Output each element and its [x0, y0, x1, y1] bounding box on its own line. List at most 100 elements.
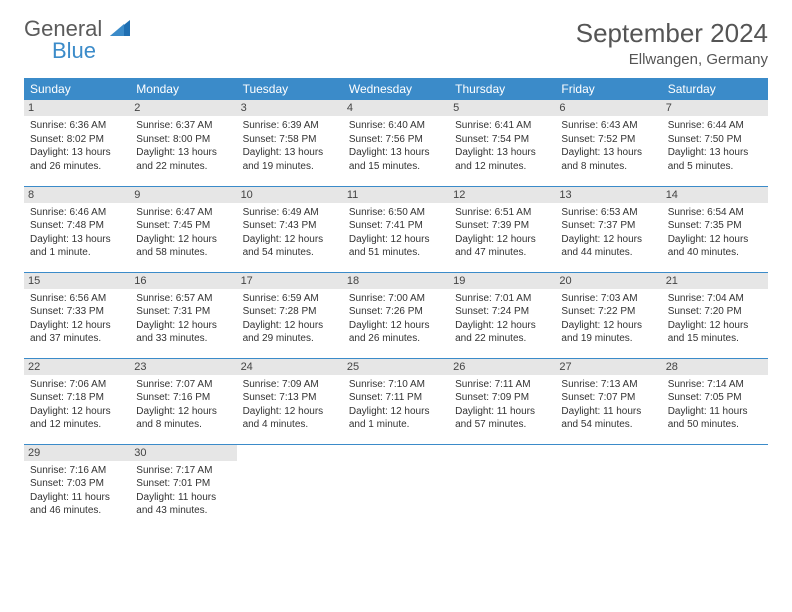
- sunset-text: Sunset: 7:45 PM: [136, 219, 230, 233]
- sunrise-text: Sunrise: 6:59 AM: [243, 292, 337, 306]
- weekday-header: Sunday: [24, 78, 130, 100]
- sunset-text: Sunset: 7:18 PM: [30, 391, 124, 405]
- sunset-text: Sunset: 7:33 PM: [30, 305, 124, 319]
- daylight-text: Daylight: 11 hours and 43 minutes.: [136, 491, 230, 518]
- sunrise-text: Sunrise: 6:47 AM: [136, 206, 230, 220]
- daylight-text: Daylight: 12 hours and 51 minutes.: [349, 233, 443, 260]
- daylight-text: Daylight: 12 hours and 37 minutes.: [30, 319, 124, 346]
- calendar-table: Sunday Monday Tuesday Wednesday Thursday…: [24, 78, 768, 530]
- calendar-cell: 30Sunrise: 7:17 AMSunset: 7:01 PMDayligh…: [130, 444, 236, 530]
- calendar-cell: 17Sunrise: 6:59 AMSunset: 7:28 PMDayligh…: [237, 272, 343, 358]
- sunrise-text: Sunrise: 7:13 AM: [561, 378, 655, 392]
- sunset-text: Sunset: 7:41 PM: [349, 219, 443, 233]
- calendar-cell: [237, 444, 343, 530]
- sunset-text: Sunset: 7:26 PM: [349, 305, 443, 319]
- daylight-text: Daylight: 13 hours and 1 minute.: [30, 233, 124, 260]
- day-number: 15: [24, 273, 130, 289]
- sunset-text: Sunset: 7:03 PM: [30, 477, 124, 491]
- header: General Blue September 2024 Ellwangen, G…: [24, 18, 768, 68]
- day-number: 29: [24, 445, 130, 461]
- calendar-cell: 14Sunrise: 6:54 AMSunset: 7:35 PMDayligh…: [662, 186, 768, 272]
- sunrise-text: Sunrise: 7:09 AM: [243, 378, 337, 392]
- weekday-header-row: Sunday Monday Tuesday Wednesday Thursday…: [24, 78, 768, 100]
- daylight-text: Daylight: 13 hours and 15 minutes.: [349, 146, 443, 173]
- day-number: 18: [343, 273, 449, 289]
- calendar-cell: 10Sunrise: 6:49 AMSunset: 7:43 PMDayligh…: [237, 186, 343, 272]
- daylight-text: Daylight: 12 hours and 19 minutes.: [561, 319, 655, 346]
- daylight-text: Daylight: 12 hours and 40 minutes.: [668, 233, 762, 260]
- daylight-text: Daylight: 11 hours and 57 minutes.: [455, 405, 549, 432]
- weekday-header: Tuesday: [237, 78, 343, 100]
- weekday-header: Friday: [555, 78, 661, 100]
- calendar-cell: 24Sunrise: 7:09 AMSunset: 7:13 PMDayligh…: [237, 358, 343, 444]
- day-number: 22: [24, 359, 130, 375]
- sunset-text: Sunset: 7:48 PM: [30, 219, 124, 233]
- day-number: 6: [555, 100, 661, 116]
- calendar-cell: [662, 444, 768, 530]
- calendar-cell: 5Sunrise: 6:41 AMSunset: 7:54 PMDaylight…: [449, 100, 555, 186]
- calendar-cell: 29Sunrise: 7:16 AMSunset: 7:03 PMDayligh…: [24, 444, 130, 530]
- day-number: 8: [24, 187, 130, 203]
- daylight-text: Daylight: 12 hours and 4 minutes.: [243, 405, 337, 432]
- sunrise-text: Sunrise: 7:14 AM: [668, 378, 762, 392]
- sunrise-text: Sunrise: 6:50 AM: [349, 206, 443, 220]
- daylight-text: Daylight: 13 hours and 22 minutes.: [136, 146, 230, 173]
- daylight-text: Daylight: 11 hours and 46 minutes.: [30, 491, 124, 518]
- calendar-cell: 1Sunrise: 6:36 AMSunset: 8:02 PMDaylight…: [24, 100, 130, 186]
- daylight-text: Daylight: 12 hours and 33 minutes.: [136, 319, 230, 346]
- day-number: 23: [130, 359, 236, 375]
- calendar-cell: 13Sunrise: 6:53 AMSunset: 7:37 PMDayligh…: [555, 186, 661, 272]
- weekday-header: Monday: [130, 78, 236, 100]
- sunrise-text: Sunrise: 6:40 AM: [349, 119, 443, 133]
- day-number: 1: [24, 100, 130, 116]
- day-number: 24: [237, 359, 343, 375]
- sunrise-text: Sunrise: 7:11 AM: [455, 378, 549, 392]
- sunset-text: Sunset: 7:16 PM: [136, 391, 230, 405]
- sunset-text: Sunset: 7:01 PM: [136, 477, 230, 491]
- weekday-header: Saturday: [662, 78, 768, 100]
- sunrise-text: Sunrise: 6:49 AM: [243, 206, 337, 220]
- sunrise-text: Sunrise: 6:53 AM: [561, 206, 655, 220]
- weekday-header: Thursday: [449, 78, 555, 100]
- day-number: 16: [130, 273, 236, 289]
- sunset-text: Sunset: 7:37 PM: [561, 219, 655, 233]
- sunrise-text: Sunrise: 6:41 AM: [455, 119, 549, 133]
- calendar-cell: 6Sunrise: 6:43 AMSunset: 7:52 PMDaylight…: [555, 100, 661, 186]
- calendar-week-row: 15Sunrise: 6:56 AMSunset: 7:33 PMDayligh…: [24, 272, 768, 358]
- daylight-text: Daylight: 12 hours and 44 minutes.: [561, 233, 655, 260]
- sunset-text: Sunset: 8:00 PM: [136, 133, 230, 147]
- calendar-cell: 23Sunrise: 7:07 AMSunset: 7:16 PMDayligh…: [130, 358, 236, 444]
- sunset-text: Sunset: 7:54 PM: [455, 133, 549, 147]
- sunset-text: Sunset: 7:05 PM: [668, 391, 762, 405]
- daylight-text: Daylight: 13 hours and 5 minutes.: [668, 146, 762, 173]
- calendar-cell: 3Sunrise: 6:39 AMSunset: 7:58 PMDaylight…: [237, 100, 343, 186]
- calendar-cell: 15Sunrise: 6:56 AMSunset: 7:33 PMDayligh…: [24, 272, 130, 358]
- sunset-text: Sunset: 7:31 PM: [136, 305, 230, 319]
- logo: General Blue: [24, 18, 130, 62]
- day-number: 9: [130, 187, 236, 203]
- calendar-cell: 25Sunrise: 7:10 AMSunset: 7:11 PMDayligh…: [343, 358, 449, 444]
- sunset-text: Sunset: 7:50 PM: [668, 133, 762, 147]
- day-number: 5: [449, 100, 555, 116]
- sunrise-text: Sunrise: 7:07 AM: [136, 378, 230, 392]
- daylight-text: Daylight: 12 hours and 22 minutes.: [455, 319, 549, 346]
- day-number: 27: [555, 359, 661, 375]
- sunrise-text: Sunrise: 7:10 AM: [349, 378, 443, 392]
- calendar-cell: 21Sunrise: 7:04 AMSunset: 7:20 PMDayligh…: [662, 272, 768, 358]
- daylight-text: Daylight: 12 hours and 58 minutes.: [136, 233, 230, 260]
- sunrise-text: Sunrise: 7:03 AM: [561, 292, 655, 306]
- sunset-text: Sunset: 7:24 PM: [455, 305, 549, 319]
- logo-text: General Blue: [24, 18, 130, 62]
- calendar-cell: 20Sunrise: 7:03 AMSunset: 7:22 PMDayligh…: [555, 272, 661, 358]
- logo-line2: Blue: [52, 38, 96, 63]
- day-number: 4: [343, 100, 449, 116]
- day-number: 30: [130, 445, 236, 461]
- sunrise-text: Sunrise: 6:51 AM: [455, 206, 549, 220]
- day-number: 20: [555, 273, 661, 289]
- sunrise-text: Sunrise: 6:46 AM: [30, 206, 124, 220]
- sunset-text: Sunset: 7:56 PM: [349, 133, 443, 147]
- daylight-text: Daylight: 12 hours and 15 minutes.: [668, 319, 762, 346]
- sunset-text: Sunset: 7:11 PM: [349, 391, 443, 405]
- sunrise-text: Sunrise: 6:54 AM: [668, 206, 762, 220]
- calendar-cell: [555, 444, 661, 530]
